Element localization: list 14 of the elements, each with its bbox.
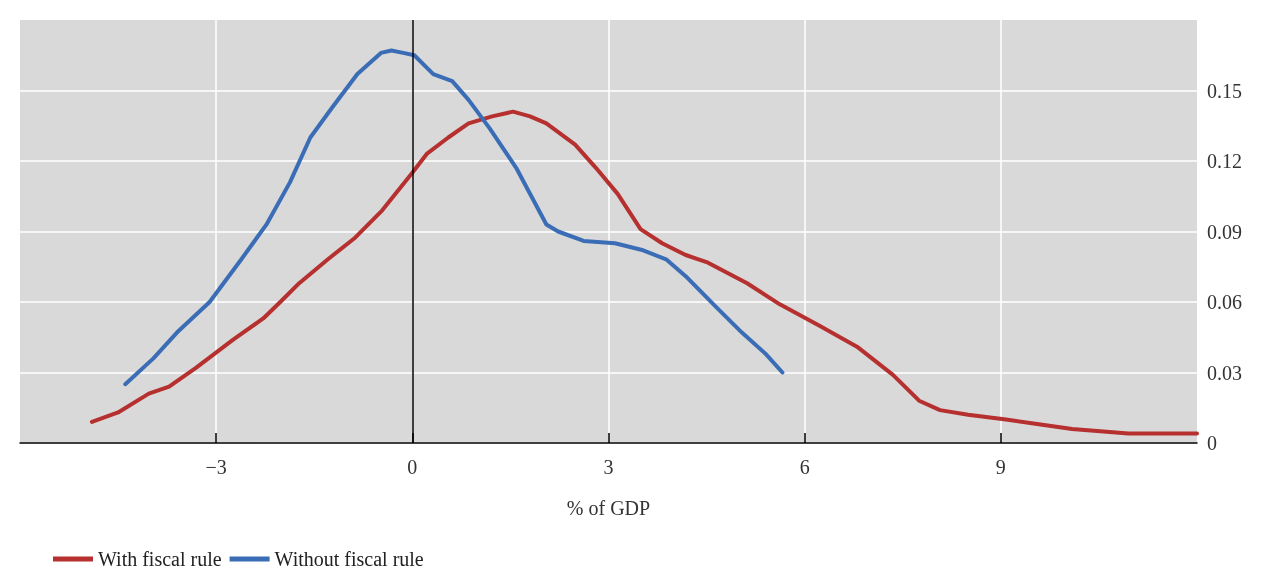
x-tick-label: 6 bbox=[799, 456, 810, 478]
y-tick-label: 0.15 bbox=[1207, 79, 1242, 102]
x-tick-label: 9 bbox=[995, 456, 1006, 478]
y-tick-label: 0.06 bbox=[1207, 291, 1242, 313]
y-tick-label: 0.09 bbox=[1207, 220, 1242, 243]
x-axis-title: % of GDP bbox=[566, 497, 651, 519]
y-tick-label: 0.12 bbox=[1207, 150, 1242, 172]
y-tick-label: 0.03 bbox=[1207, 361, 1242, 384]
x-tick-label: −3 bbox=[205, 456, 227, 478]
x-tick-label: 0 bbox=[407, 456, 418, 478]
x-tick-label: 3 bbox=[603, 456, 614, 478]
y-tick-label: 0 bbox=[1207, 432, 1217, 454]
legend-label: With fiscal rule bbox=[98, 548, 222, 570]
legend-label: Without fiscal rule bbox=[274, 548, 424, 570]
